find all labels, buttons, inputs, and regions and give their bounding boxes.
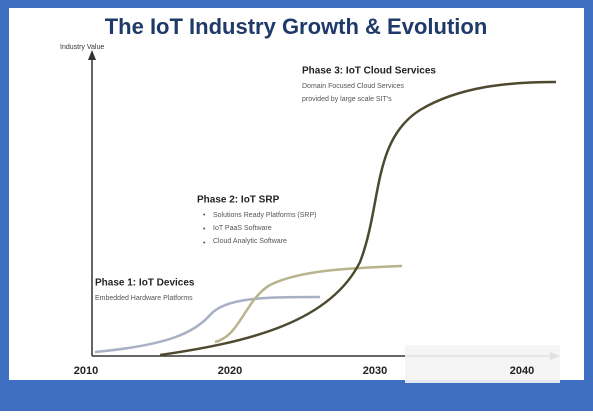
- y-axis-label: Industry Value: [60, 44, 104, 51]
- x-tick-label: 2020: [218, 365, 242, 377]
- phase-title: Phase 3: IoT Cloud Services: [302, 66, 436, 77]
- bullet: •: [203, 226, 206, 233]
- phase-title: Phase 2: IoT SRP: [197, 195, 280, 206]
- panel: [9, 8, 584, 380]
- phase-line: Embedded Hardware Platforms: [95, 295, 193, 302]
- x-tick-label: 2030: [363, 365, 387, 377]
- phase-line: Domain Focused Cloud Services: [302, 83, 404, 90]
- bullet: •: [203, 240, 206, 247]
- title: The IoT Industry Growth & Evolution: [105, 14, 488, 39]
- phase-line: provided by large scale SIT's: [302, 96, 392, 103]
- phase-line: Solutions Ready Platforms (SRP): [213, 212, 316, 219]
- labels: 2010 2020 2030 2040 Phase 1: IoT Devices Embe…: [74, 66, 534, 377]
- y-axis-arrow: [88, 50, 96, 60]
- x-tick-label: 2040: [510, 365, 534, 377]
- phase-line: Cloud Analytic Software: [213, 238, 287, 245]
- phase-2-curve: [214, 264, 403, 344]
- phase-title: Phase 1: IoT Devices: [95, 278, 195, 289]
- phase-3-curve: [159, 80, 557, 357]
- bullet: •: [203, 212, 206, 219]
- phase-line: IoT PaaS Software: [213, 225, 272, 232]
- phase-1-curve: [94, 295, 321, 354]
- blur-patch: [405, 345, 560, 383]
- x-tick-label: 2010: [74, 365, 98, 377]
